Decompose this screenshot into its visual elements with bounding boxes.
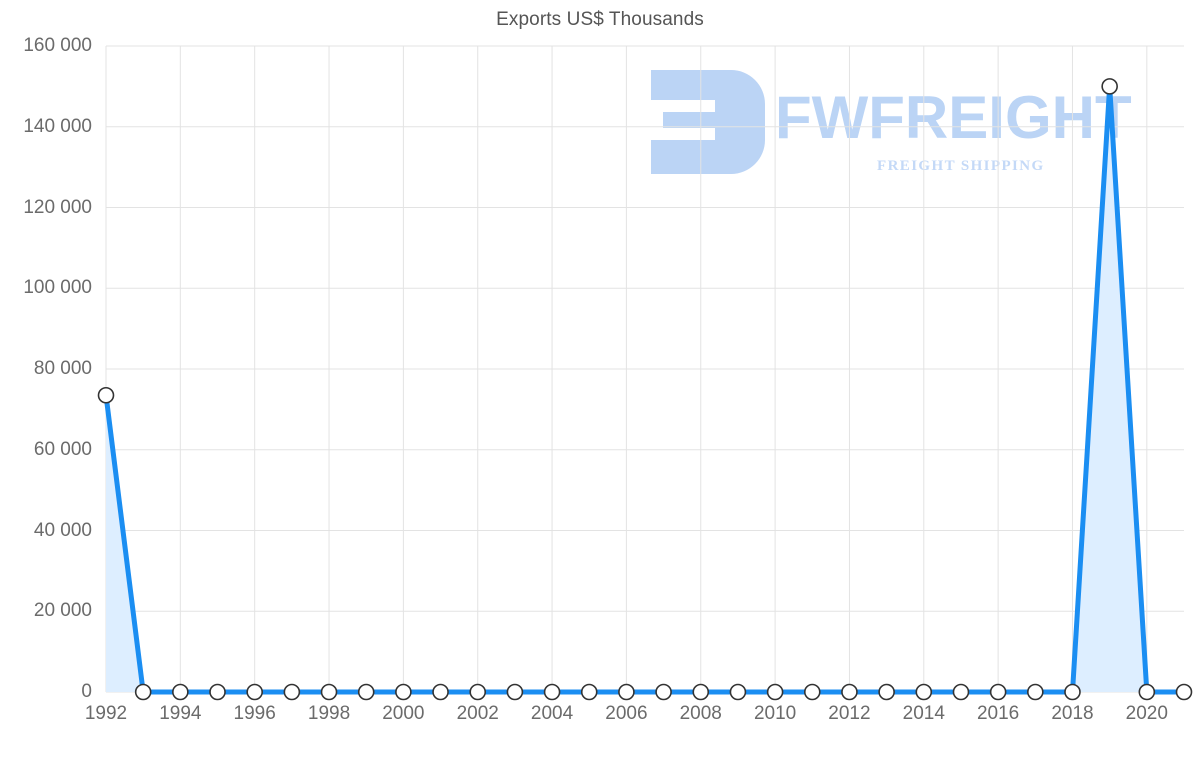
- data-point-marker[interactable]: [134, 683, 152, 701]
- data-point-marker[interactable]: [395, 683, 412, 701]
- data-point-marker[interactable]: [692, 683, 710, 701]
- data-point-marker[interactable]: [1064, 683, 1081, 701]
- data-line: [103, 83, 1187, 695]
- y-axis-tick-label: 140 000: [23, 115, 92, 137]
- data-point-marker[interactable]: [357, 683, 375, 701]
- data-point-marker[interactable]: [1101, 78, 1118, 95]
- data-point-marker[interactable]: [469, 683, 487, 701]
- x-axis-tick-label: 2008: [679, 703, 722, 724]
- data-point-marker[interactable]: [618, 683, 635, 701]
- data-point-marker[interactable]: [915, 683, 933, 701]
- x-axis-tick-label: 2000: [382, 703, 425, 724]
- x-axis-tick-label: 2018: [1051, 703, 1094, 724]
- data-point-marker[interactable]: [209, 683, 226, 701]
- data-point-marker[interactable]: [766, 683, 784, 701]
- data-point-marker[interactable]: [952, 683, 970, 701]
- data-point-marker[interactable]: [989, 683, 1007, 701]
- x-axis-tick-label: 1992: [84, 703, 128, 724]
- data-markers: [97, 78, 1193, 701]
- grid-lines: [105, 45, 1184, 693]
- x-axis-tick-label: 2010: [753, 703, 797, 724]
- x-axis-tick-label: 2014: [902, 703, 945, 724]
- data-point-marker[interactable]: [97, 386, 115, 404]
- data-point-marker[interactable]: [1027, 683, 1044, 701]
- data-point-marker[interactable]: [841, 683, 858, 701]
- data-point-marker[interactable]: [878, 683, 895, 701]
- x-axis-tick-label: 1998: [307, 703, 351, 724]
- data-point-marker[interactable]: [432, 683, 449, 701]
- y-axis-tick-label: 160 000: [23, 35, 92, 56]
- data-point-marker[interactable]: [506, 683, 524, 701]
- data-point-marker[interactable]: [655, 683, 672, 701]
- y-axis-tick-label: 60 000: [33, 438, 92, 460]
- data-point-marker[interactable]: [320, 683, 338, 701]
- y-axis-tick-label: 40 000: [33, 519, 92, 541]
- data-point-marker[interactable]: [543, 683, 561, 701]
- x-axis-tick-label: 1994: [159, 703, 202, 724]
- data-point-marker[interactable]: [283, 683, 301, 701]
- x-axis-tick-label: 2002: [456, 703, 499, 724]
- data-point-marker[interactable]: [246, 683, 263, 701]
- y-axis-tick-label: 0: [81, 681, 92, 702]
- y-axis-tick-label: 80 000: [33, 358, 92, 379]
- area-fill: [106, 86, 1184, 692]
- x-axis-tick-label: 2012: [828, 703, 871, 724]
- data-point-marker[interactable]: [580, 683, 598, 701]
- x-axis-tick-label: 2006: [605, 703, 648, 724]
- chart-title: Exports US$ Thousands: [496, 9, 704, 30]
- x-axis-tick-label: 2020: [1125, 703, 1168, 724]
- data-point-marker[interactable]: [803, 683, 821, 701]
- x-axis-tick-label: 2004: [530, 703, 574, 724]
- x-axis-tick-label: 1996: [233, 703, 276, 724]
- data-point-marker[interactable]: [1138, 683, 1156, 701]
- y-axis-tick-label: 120 000: [23, 196, 92, 218]
- x-axis-tick-label: 2016: [976, 703, 1020, 724]
- y-axis-tick-label: 20 000: [33, 600, 92, 622]
- y-axis-tick-label: 100 000: [23, 277, 92, 299]
- data-point-marker[interactable]: [172, 683, 189, 701]
- data-point-marker[interactable]: [1175, 683, 1193, 701]
- data-point-marker[interactable]: [729, 683, 747, 701]
